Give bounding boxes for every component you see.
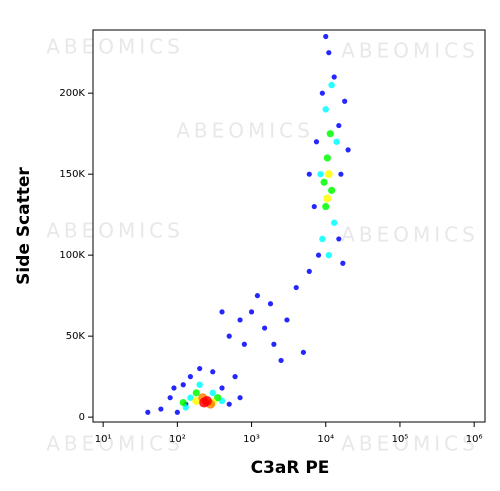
y-tick-label: 150K [59, 169, 85, 180]
point [324, 170, 333, 179]
point [241, 341, 247, 347]
point [278, 357, 284, 364]
point [237, 317, 243, 323]
point [293, 284, 299, 291]
point [158, 406, 164, 412]
point [192, 389, 200, 397]
point [333, 138, 340, 145]
point [237, 395, 243, 401]
point [254, 293, 261, 299]
point [187, 394, 194, 401]
point [336, 236, 342, 242]
point [262, 325, 268, 331]
point [219, 385, 225, 391]
x-tick-label: 10⁶ [466, 434, 483, 445]
point [300, 349, 307, 355]
x-tick-label: 10² [169, 434, 186, 445]
y-tick-label: 200K [59, 88, 85, 99]
point [226, 333, 232, 339]
point [232, 374, 238, 380]
point [322, 106, 329, 113]
point [271, 341, 277, 347]
point [322, 202, 330, 211]
point [323, 194, 332, 203]
plot-points [145, 33, 351, 415]
point [340, 260, 346, 266]
point [180, 382, 186, 388]
point [311, 203, 317, 210]
watermark: ABEOMICS [341, 223, 479, 247]
point [325, 251, 333, 259]
point [284, 317, 290, 323]
point [319, 90, 325, 96]
point [323, 154, 331, 162]
point [319, 235, 326, 243]
point [313, 139, 320, 145]
point [197, 365, 203, 372]
point [326, 50, 332, 56]
x-axis-label: C3aR PE [251, 458, 330, 478]
point [336, 122, 342, 129]
point [214, 394, 222, 402]
point [196, 381, 203, 388]
point [326, 130, 334, 138]
point [328, 186, 336, 194]
watermark: ABEOMICS [46, 35, 184, 59]
point [345, 147, 351, 153]
point [226, 401, 232, 407]
point [171, 385, 177, 391]
point [331, 219, 338, 226]
point [209, 389, 216, 397]
point [315, 252, 322, 258]
y-tick-label: 100K [59, 250, 85, 261]
point [192, 396, 201, 405]
x-tick-label: 10⁵ [392, 434, 409, 445]
point [174, 409, 180, 415]
point [219, 309, 225, 315]
watermark: ABEOMICS [46, 219, 184, 243]
point [179, 398, 187, 407]
x-tick-label: 10³ [243, 434, 260, 445]
point [306, 171, 312, 177]
watermark: ABEOMICS [341, 39, 479, 63]
watermark: ABEOMICS [341, 432, 479, 456]
y-tick-label: 50K [66, 331, 86, 342]
point [317, 170, 324, 178]
watermark: ABEOMICS [176, 119, 314, 143]
plot-frame [92, 29, 486, 423]
point [187, 374, 194, 380]
point [199, 397, 210, 408]
x-tick-label: 10⁴ [317, 434, 334, 445]
point [328, 81, 335, 89]
point [306, 268, 312, 274]
point [210, 369, 216, 375]
point [342, 98, 348, 104]
x-tick-label: 10¹ [95, 434, 112, 445]
point [338, 171, 344, 177]
y-axis-label: Side Scatter [14, 167, 34, 285]
point [331, 74, 337, 80]
point [320, 178, 328, 186]
point [323, 33, 329, 40]
point [145, 409, 151, 415]
point [248, 309, 255, 315]
watermark: ABEOMICS [46, 432, 184, 456]
point [267, 301, 274, 307]
point [167, 395, 173, 401]
y-tick-label: 0 [79, 412, 85, 423]
